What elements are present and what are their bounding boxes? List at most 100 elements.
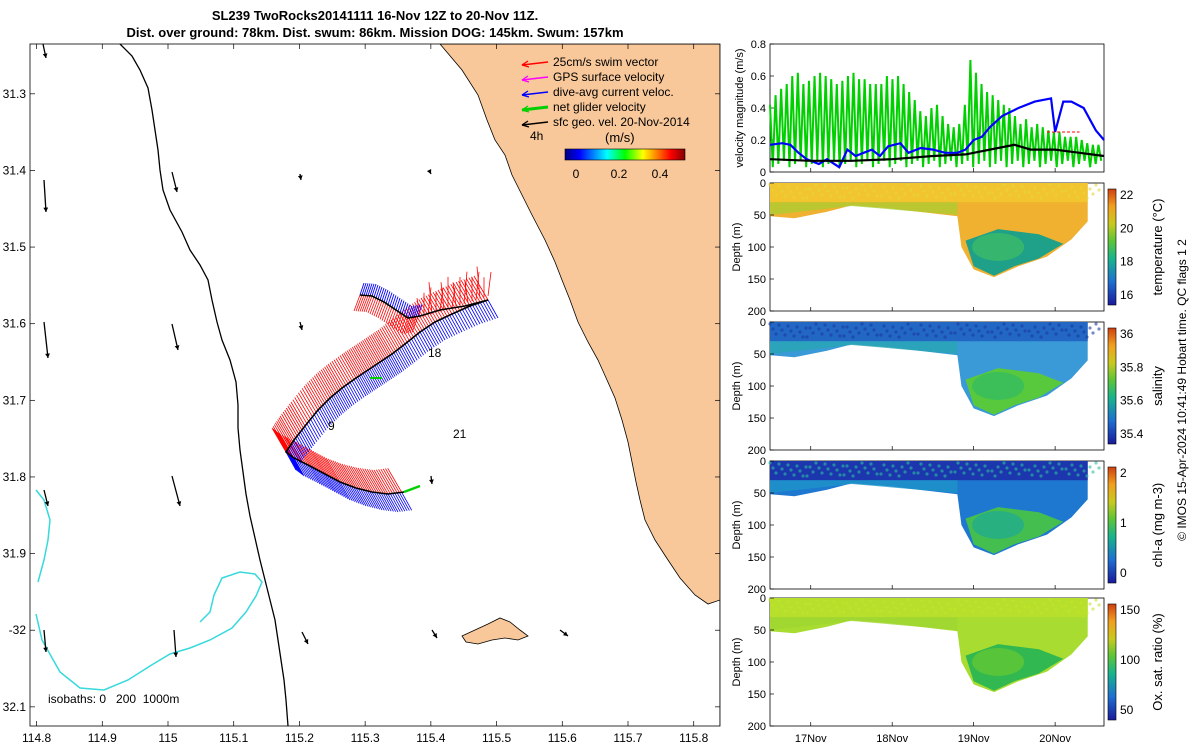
- current-vector: [331, 477, 342, 496]
- time-tick-label: 20Nov: [1039, 733, 1071, 745]
- heatmap-sample: [909, 327, 913, 331]
- current-vector: [353, 379, 365, 398]
- heatmap-sample: [835, 329, 839, 333]
- heatmap-sample: [900, 602, 904, 606]
- heatmap-sample: [916, 608, 920, 612]
- current-vector: [386, 357, 398, 376]
- swim-vector: [378, 469, 393, 494]
- swim-vector: [439, 287, 444, 312]
- heatmap-sample: [879, 333, 883, 337]
- heatmap-sample: [1039, 611, 1043, 615]
- heatmap-sample: [971, 333, 975, 337]
- heatmap-sample: [872, 189, 876, 193]
- geo-arrow: [171, 475, 181, 507]
- heatmap-sample: [869, 462, 873, 466]
- legend-time-label: 4h: [530, 129, 543, 143]
- current-vector: [437, 320, 448, 340]
- current-vector: [291, 456, 303, 475]
- heatmap-sample: [808, 187, 812, 191]
- heatmap-sample: [857, 331, 861, 335]
- heatmap-sample: [1064, 467, 1068, 471]
- heatmap-sample: [959, 603, 963, 607]
- heatmap-sample: [986, 469, 990, 473]
- swim-vector: [276, 431, 291, 456]
- colorbar-tick-label: 0: [1120, 566, 1127, 580]
- heatmap-sample: [1051, 327, 1055, 331]
- depth-ylabel: Depth (m): [731, 638, 743, 687]
- heatmap-sample: [814, 183, 818, 187]
- current-vector: [401, 301, 407, 315]
- heatmap-sample: [872, 328, 876, 332]
- heatmap-sample: [814, 598, 818, 602]
- swim-vector: [381, 326, 397, 352]
- current-vector: [367, 490, 378, 510]
- current-vector: [343, 386, 355, 405]
- current-vector: [348, 485, 360, 504]
- swim-vector: [292, 399, 308, 424]
- heatmap-sample: [934, 473, 938, 477]
- swim-vector: [420, 297, 436, 323]
- swim-vector: [394, 316, 410, 341]
- heatmap-sample: [823, 599, 827, 603]
- current-vector: [383, 359, 394, 378]
- swim-vector: [453, 282, 468, 308]
- heatmap-sample: [943, 611, 947, 615]
- swim-vector: [386, 322, 402, 348]
- heatmap-sample: [823, 323, 827, 327]
- swim-vector: [377, 301, 385, 319]
- swim-vector: [287, 405, 303, 431]
- current-vector: [467, 306, 478, 326]
- heatmap-sample: [968, 467, 972, 471]
- swim-vector: [319, 454, 334, 479]
- heatmap-sample: [826, 189, 830, 193]
- swim-vector: [355, 295, 363, 312]
- heatmap-sample: [990, 330, 994, 334]
- current-vector: [367, 283, 373, 296]
- heatmap-sample: [829, 609, 833, 613]
- isobath-1000m: [35, 489, 51, 583]
- heatmap-sample: [906, 598, 910, 602]
- current-vector: [389, 354, 401, 374]
- heatmap-sample: [857, 607, 861, 611]
- heatmap-sample: [783, 194, 787, 198]
- swim-vector: [355, 467, 371, 492]
- heatmap-sample: [949, 331, 953, 335]
- heatmap-sample: [1048, 598, 1052, 602]
- current-vector: [388, 356, 399, 375]
- heatmap-sample: [1048, 322, 1052, 326]
- heatmap-sample: [925, 333, 929, 337]
- heatmap-sample: [795, 186, 799, 190]
- geo-arrowhead: [297, 175, 303, 180]
- current-vector: [395, 350, 407, 370]
- swim-vector: [272, 428, 288, 454]
- swim-vector: [375, 300, 383, 318]
- heatmap-sample: [888, 334, 892, 338]
- geo-arrowhead: [173, 652, 179, 657]
- swim-vector: [365, 295, 373, 313]
- swim-vector: [475, 271, 480, 300]
- track-line: [284, 299, 489, 495]
- heatmap-sample: [1027, 329, 1031, 333]
- heatmap-sample: [1076, 473, 1080, 477]
- heatmap-sample: [1014, 604, 1018, 608]
- current-vector: [375, 285, 381, 299]
- legend-label: dive-avg current veloc.: [553, 85, 674, 99]
- swim-vector: [331, 360, 347, 386]
- heatmap-sample: [937, 186, 941, 190]
- swim-vector: [458, 280, 473, 306]
- current-vector: [393, 296, 399, 309]
- swim-vector: [329, 362, 345, 387]
- swim-vector: [385, 324, 400, 349]
- heatmap-sample: [1042, 187, 1046, 191]
- heatmap-sample: [792, 610, 796, 614]
- heatmap-sample: [959, 327, 963, 331]
- heatmap-sample: [780, 328, 784, 332]
- heatmap-sample: [801, 611, 805, 615]
- heatmap-sample: [891, 464, 895, 468]
- heatmap-sample: [1051, 466, 1055, 470]
- swim-vector: [361, 295, 369, 312]
- swim-vector: [369, 335, 384, 360]
- swim-vector: [339, 462, 355, 488]
- heatmap-sample: [869, 599, 873, 603]
- heatmap-sample: [940, 330, 944, 334]
